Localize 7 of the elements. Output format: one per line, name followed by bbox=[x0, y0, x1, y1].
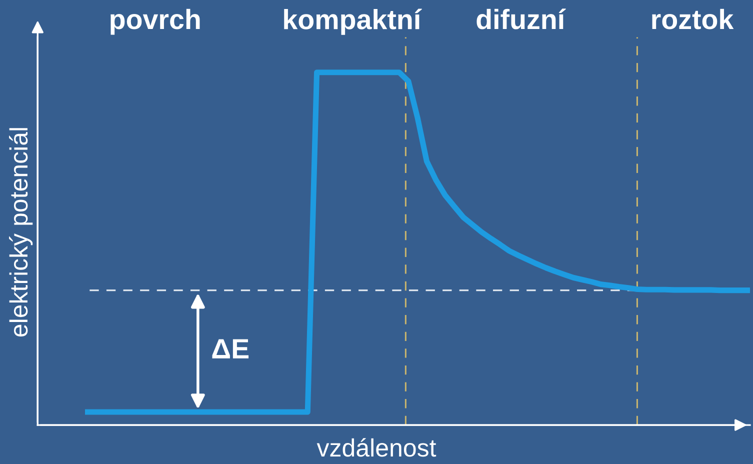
y-axis-title: elektrický potenciál bbox=[9, 128, 33, 337]
x-axis-title: vzdálenost bbox=[316, 438, 436, 457]
annotation: ΔE bbox=[212, 339, 249, 358]
text: difuzní bbox=[476, 8, 566, 30]
text: kompaktní bbox=[284, 8, 422, 35]
text: roztok bbox=[652, 8, 734, 30]
text: povrch bbox=[110, 8, 200, 35]
